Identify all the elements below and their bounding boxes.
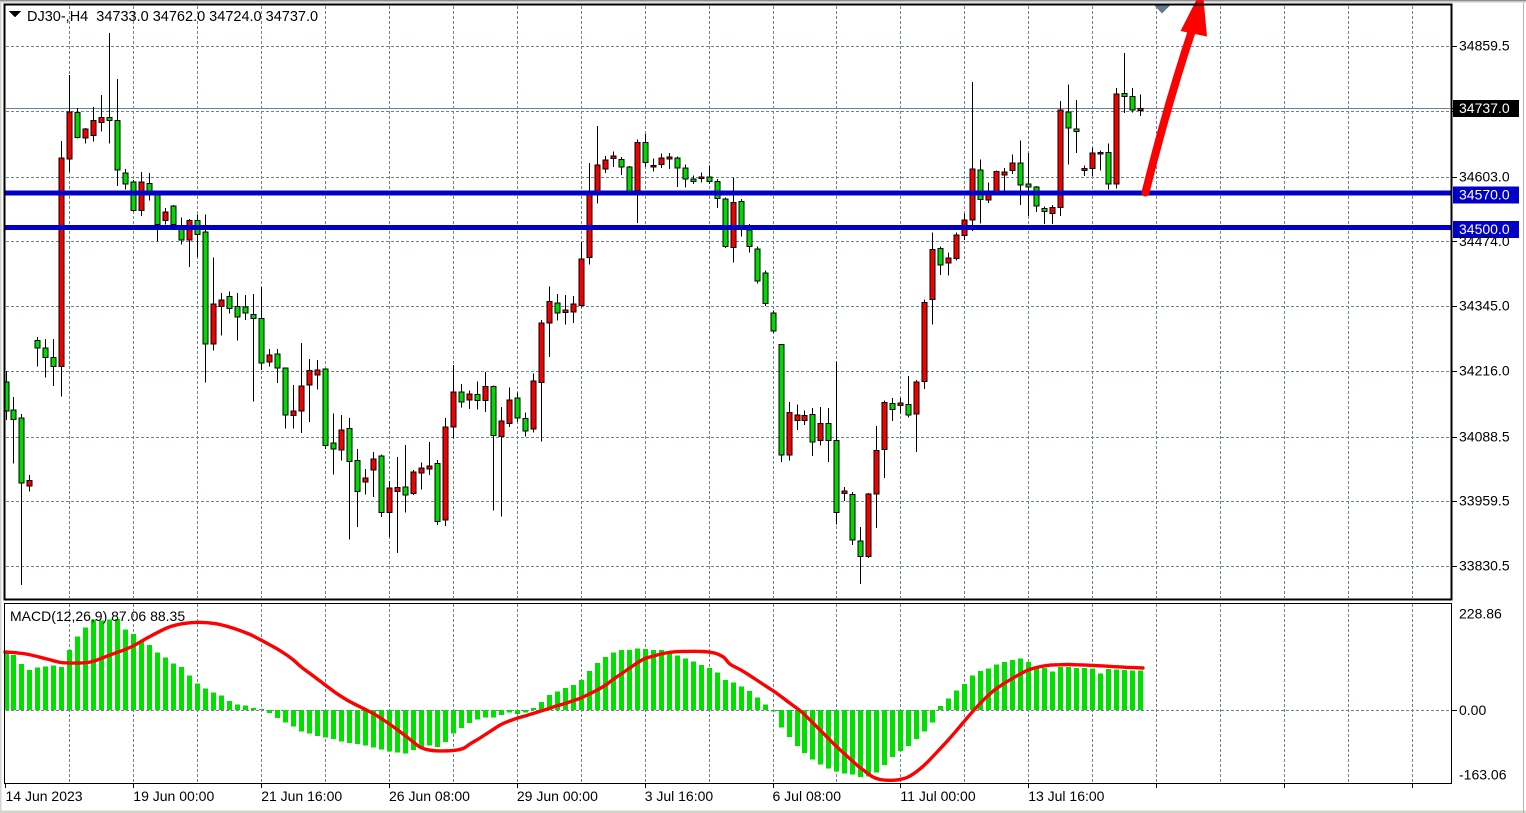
svg-text:33959.5: 33959.5 bbox=[1459, 492, 1510, 508]
svg-text:33830.5: 33830.5 bbox=[1459, 557, 1510, 573]
svg-text:-163.06: -163.06 bbox=[1459, 766, 1507, 782]
svg-text:3 Jul 16:00: 3 Jul 16:00 bbox=[645, 788, 714, 804]
svg-text:34500.0: 34500.0 bbox=[1459, 221, 1510, 237]
svg-text:11 Jul 00:00: 11 Jul 00:00 bbox=[900, 788, 975, 804]
svg-text:14 Jun 2023: 14 Jun 2023 bbox=[6, 788, 83, 804]
svg-text:34570.0: 34570.0 bbox=[1459, 187, 1510, 203]
svg-text:34859.5: 34859.5 bbox=[1459, 38, 1510, 54]
svg-text:34088.5: 34088.5 bbox=[1459, 428, 1510, 444]
svg-text:21 Jun 16:00: 21 Jun 16:00 bbox=[261, 788, 342, 804]
svg-text:34603.0: 34603.0 bbox=[1459, 168, 1510, 184]
svg-text:0.00: 0.00 bbox=[1459, 702, 1486, 718]
svg-text:34737.0: 34737.0 bbox=[1459, 100, 1510, 116]
svg-text:DJ30-,H4 34733.0 34762.0 3472: DJ30-,H4 34733.0 34762.0 34724.0 34737.0 bbox=[27, 9, 318, 25]
svg-text:19 Jun 00:00: 19 Jun 00:00 bbox=[133, 788, 214, 804]
svg-text:29 Jun 00:00: 29 Jun 00:00 bbox=[517, 788, 598, 804]
svg-text:26 Jun 08:00: 26 Jun 08:00 bbox=[389, 788, 470, 804]
svg-text:6 Jul 08:00: 6 Jul 08:00 bbox=[773, 788, 842, 804]
svg-text:34216.0: 34216.0 bbox=[1459, 363, 1510, 379]
svg-text:228.86: 228.86 bbox=[1459, 605, 1502, 621]
svg-text:34345.0: 34345.0 bbox=[1459, 297, 1510, 313]
svg-text:13 Jul 16:00: 13 Jul 16:00 bbox=[1028, 788, 1104, 804]
svg-text:34474.0: 34474.0 bbox=[1459, 233, 1510, 249]
svg-text:MACD(12,26,9) 87.06 88.35: MACD(12,26,9) 87.06 88.35 bbox=[10, 608, 185, 624]
